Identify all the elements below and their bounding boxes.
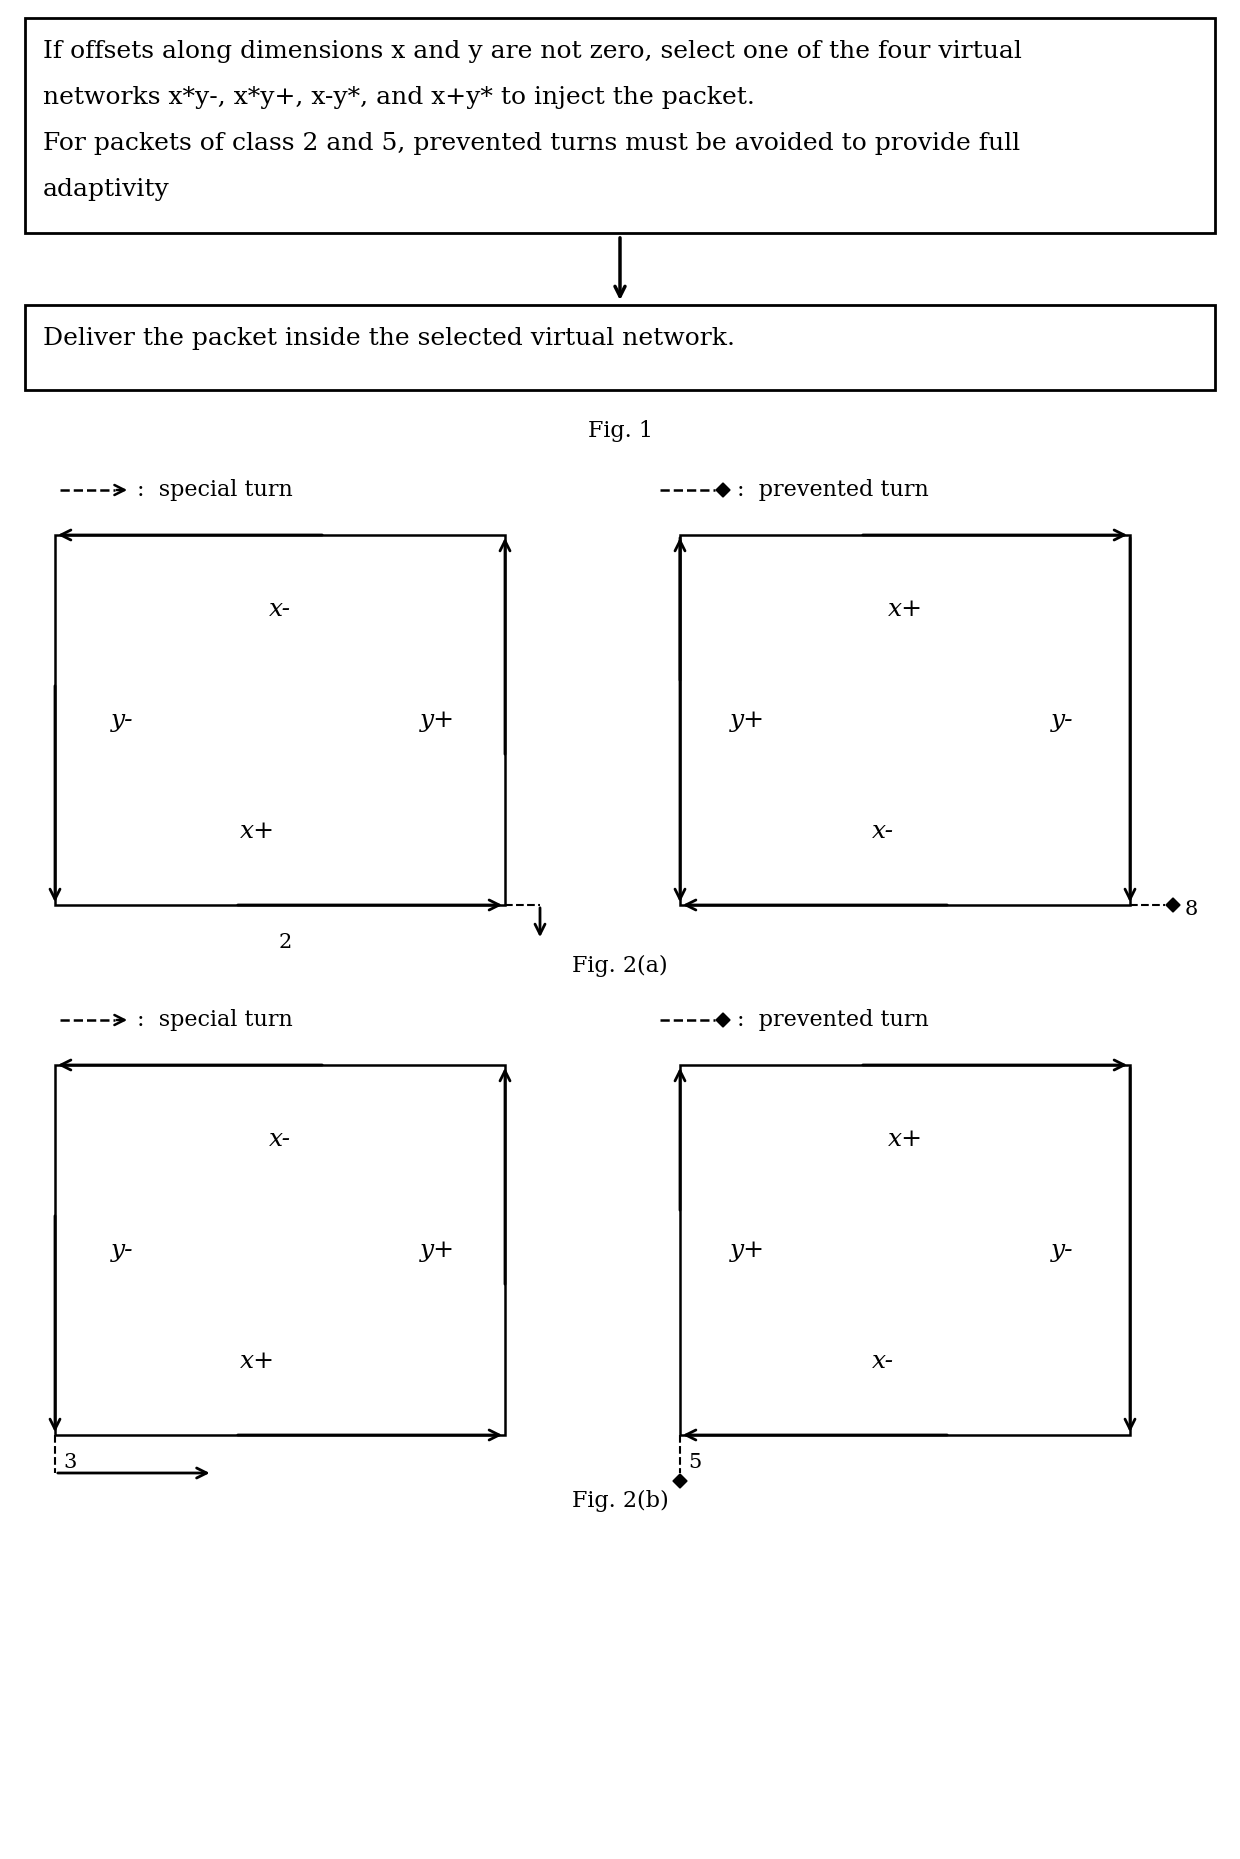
Text: :  prevented turn: : prevented turn bbox=[737, 1009, 929, 1032]
Text: x+: x+ bbox=[888, 597, 923, 621]
Text: 5: 5 bbox=[688, 1454, 702, 1472]
Text: adaptivity: adaptivity bbox=[43, 178, 170, 201]
Text: :  special turn: : special turn bbox=[136, 480, 293, 500]
Text: 2: 2 bbox=[278, 933, 291, 952]
Text: y+: y+ bbox=[730, 1238, 765, 1262]
Text: y+: y+ bbox=[420, 1238, 455, 1262]
Bar bbox=[680, 535, 1130, 905]
Polygon shape bbox=[1166, 898, 1180, 913]
Bar bbox=[680, 1065, 1130, 1435]
Text: x+: x+ bbox=[888, 1128, 923, 1151]
Bar bbox=[55, 535, 505, 905]
Polygon shape bbox=[715, 483, 730, 496]
Text: x-: x- bbox=[872, 820, 894, 842]
Text: Fig. 2(b): Fig. 2(b) bbox=[572, 1491, 668, 1511]
Text: networks x*y-, x*y+, x-y*, and x+y* to inject the packet.: networks x*y-, x*y+, x-y*, and x+y* to i… bbox=[43, 86, 755, 110]
Text: Deliver the packet inside the selected virtual network.: Deliver the packet inside the selected v… bbox=[43, 327, 735, 349]
Text: y+: y+ bbox=[730, 708, 765, 731]
Text: x-: x- bbox=[872, 1350, 894, 1372]
Text: y-: y- bbox=[1052, 1238, 1074, 1262]
Text: If offsets along dimensions x and y are not zero, select one of the four virtual: If offsets along dimensions x and y are … bbox=[43, 41, 1022, 63]
Text: x+: x+ bbox=[239, 820, 275, 842]
Polygon shape bbox=[715, 1013, 730, 1026]
Bar bbox=[25, 305, 1215, 390]
Text: y-: y- bbox=[1052, 708, 1074, 731]
Bar bbox=[25, 19, 1215, 232]
Text: y-: y- bbox=[112, 708, 134, 731]
Text: y-: y- bbox=[112, 1238, 134, 1262]
Text: :  special turn: : special turn bbox=[136, 1009, 293, 1032]
Polygon shape bbox=[673, 1474, 687, 1487]
Text: 8: 8 bbox=[1185, 900, 1198, 918]
Text: x+: x+ bbox=[239, 1350, 275, 1372]
Text: x-: x- bbox=[269, 1128, 291, 1151]
Text: For packets of class 2 and 5, prevented turns must be avoided to provide full: For packets of class 2 and 5, prevented … bbox=[43, 132, 1021, 154]
Text: Fig. 2(a): Fig. 2(a) bbox=[572, 956, 668, 978]
Text: :  prevented turn: : prevented turn bbox=[737, 480, 929, 500]
Bar bbox=[55, 1065, 505, 1435]
Text: x-: x- bbox=[269, 597, 291, 621]
Text: y+: y+ bbox=[420, 708, 455, 731]
Text: Fig. 1: Fig. 1 bbox=[588, 420, 652, 442]
Text: 3: 3 bbox=[63, 1454, 77, 1472]
